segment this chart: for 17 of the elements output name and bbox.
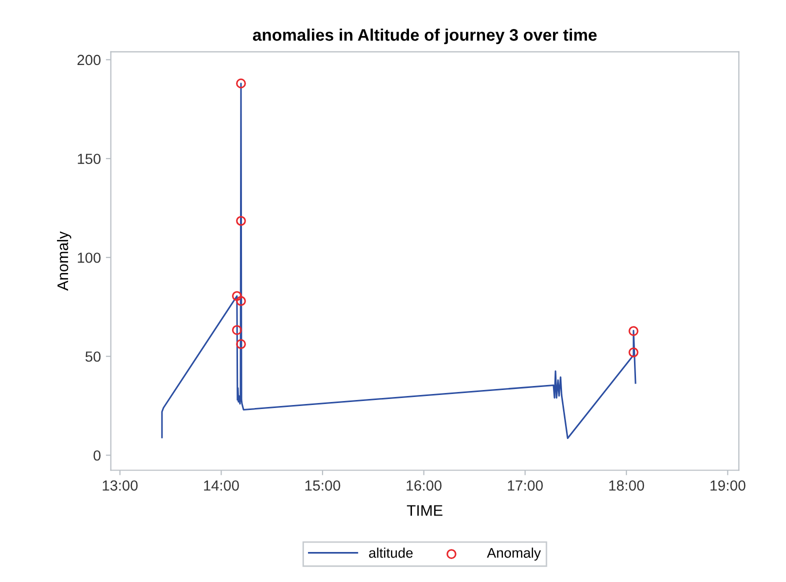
y-tick-label: 200 <box>78 54 101 66</box>
chart-title: anomalies in Altitude of journey 3 over time <box>252 28 597 44</box>
y-tick-label: 150 <box>78 154 101 164</box>
x-tick-label: 18:00 <box>609 480 644 491</box>
x-tick-label: 15:00 <box>305 480 340 491</box>
legend-label: altitude <box>369 548 413 558</box>
x-tick-label: 19:00 <box>710 480 746 491</box>
x-tick-label: 17:00 <box>508 480 543 491</box>
x-tick-label: 14:00 <box>204 480 239 491</box>
y-tick-label: 0 <box>94 450 101 461</box>
legend-label: Anomaly <box>486 548 541 561</box>
x-axis-title: TIME <box>406 505 442 516</box>
y-tick-label: 100 <box>78 252 101 263</box>
y-tick-label: 50 <box>85 351 101 362</box>
x-tick-label: 16:00 <box>406 480 442 491</box>
y-axis-title: Anomaly <box>56 231 72 291</box>
x-tick-label: 13:00 <box>102 480 138 491</box>
